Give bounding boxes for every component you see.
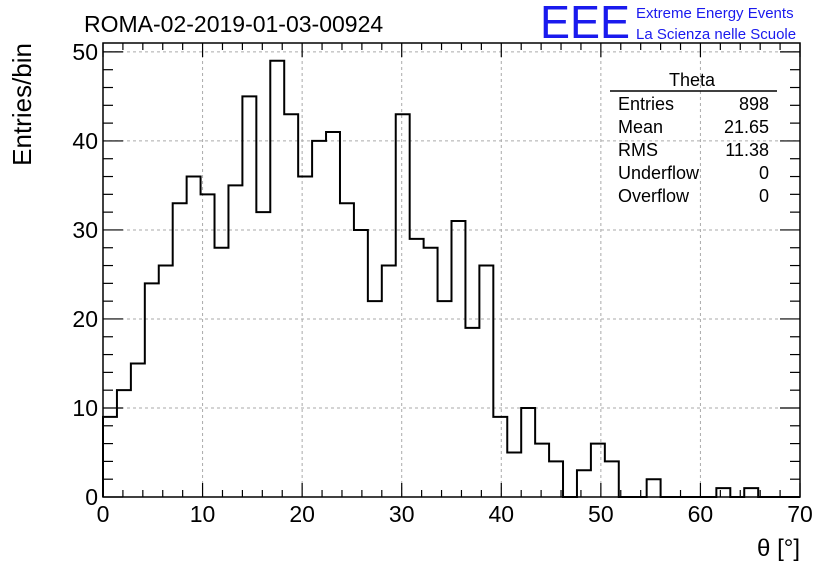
histogram-bars xyxy=(102,59,800,498)
y-tick-label: 20 xyxy=(72,306,98,332)
histogram-bin xyxy=(438,301,452,497)
histogram-bin xyxy=(368,301,382,497)
y-tick-label: 10 xyxy=(72,395,98,421)
histogram-bin xyxy=(577,470,591,497)
logo-line-1: Extreme Energy Events xyxy=(636,5,794,22)
x-tick-label: 0 xyxy=(97,501,110,527)
histogram-bin xyxy=(173,203,187,497)
logo-line-2: La Scienza nelle Scuole xyxy=(636,26,796,43)
histogram-bin xyxy=(201,194,215,497)
histogram-bin xyxy=(521,408,535,497)
histogram-bin xyxy=(103,417,117,497)
histogram-bin xyxy=(493,417,507,497)
x-tick-label: 70 xyxy=(787,501,813,527)
histogram-bin xyxy=(452,221,466,497)
stats-value: 0 xyxy=(759,163,769,183)
histogram-bin xyxy=(716,488,730,497)
histogram-bin xyxy=(396,114,410,497)
y-tick-label: 50 xyxy=(72,39,98,65)
stats-label: Mean xyxy=(618,117,663,137)
x-tick-label: 20 xyxy=(289,501,315,527)
y-tick-labels: 0 10 20 30 40 50 xyxy=(72,39,98,510)
histogram-bin xyxy=(591,444,605,497)
x-tick-label: 10 xyxy=(190,501,216,527)
x-axis-label: θ [°] xyxy=(757,535,800,562)
y-tick-label: 30 xyxy=(72,217,98,243)
histogram-bin xyxy=(145,283,159,497)
histogram-bin xyxy=(647,479,661,497)
histogram-bin xyxy=(410,239,424,497)
run-title: ROMA-02-2019-01-03-00924 xyxy=(84,11,383,37)
histogram-bin xyxy=(284,114,298,497)
histogram-bin xyxy=(340,203,354,497)
histogram-bin xyxy=(228,185,242,497)
y-axis-label: Entries/bin xyxy=(7,43,37,166)
histogram-bin xyxy=(312,141,326,497)
histogram-bin xyxy=(424,248,438,497)
histogram-bin xyxy=(465,328,479,497)
histogram-bin xyxy=(354,230,368,497)
histogram-bin xyxy=(326,132,340,497)
stats-value: 11.38 xyxy=(725,140,769,160)
histogram-bin xyxy=(131,363,145,497)
histogram-bin xyxy=(382,266,396,497)
histogram-bin xyxy=(605,461,619,497)
x-tick-label: 30 xyxy=(389,501,415,527)
histogram-bin xyxy=(270,61,284,497)
eee-logo: EEE xyxy=(540,0,630,48)
x-tick-label: 50 xyxy=(588,501,614,527)
histogram-bin xyxy=(159,266,173,497)
stats-value: 0 xyxy=(759,186,769,206)
grid-lines xyxy=(103,43,800,497)
x-tick-labels: 0 10 20 30 40 50 60 70 xyxy=(97,501,813,527)
histogram-bin xyxy=(215,248,229,497)
stats-label: RMS xyxy=(618,140,658,160)
histogram-bin xyxy=(117,390,131,497)
stats-box-title: Theta xyxy=(669,70,716,90)
stats-value: 898 xyxy=(739,94,769,114)
histogram-bin xyxy=(744,488,758,497)
histogram-bin xyxy=(242,96,256,497)
histogram-bin xyxy=(298,177,312,497)
histogram-bin xyxy=(535,444,549,497)
stats-label: Overflow xyxy=(618,186,690,206)
y-tick-label: 40 xyxy=(72,128,98,154)
histogram-bin xyxy=(256,212,270,497)
histogram-outline xyxy=(102,59,800,498)
y-tick-label: 0 xyxy=(85,484,98,510)
stats-value: 21.65 xyxy=(724,117,769,137)
histogram-bin xyxy=(187,177,201,497)
x-tick-label: 60 xyxy=(688,501,714,527)
x-tick-label: 40 xyxy=(488,501,514,527)
stats-box: Theta Entries 898 Mean 21.65 RMS 11.38 Underfl… xyxy=(610,70,777,206)
histogram-bin xyxy=(479,266,493,497)
axis-ticks xyxy=(102,43,801,498)
stats-label: Underflow xyxy=(618,163,700,183)
histogram-bin xyxy=(507,452,521,497)
plot-frame xyxy=(102,42,801,498)
stats-label: Entries xyxy=(618,94,674,114)
